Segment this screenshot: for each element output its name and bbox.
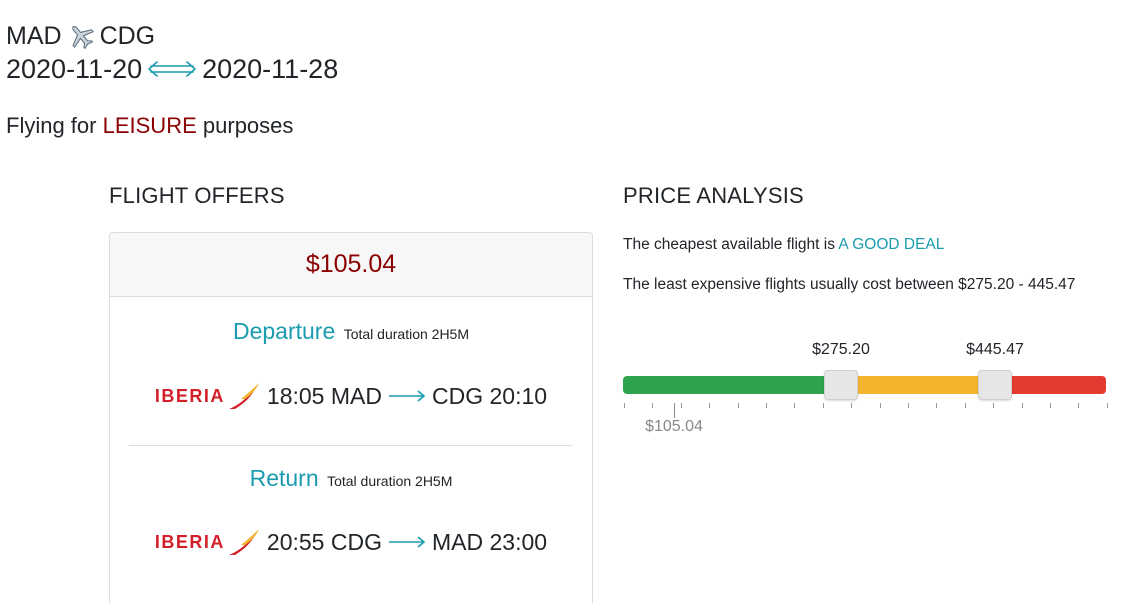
current-price-marker [674, 403, 675, 418]
slider-tick [1021, 403, 1023, 408]
double-arrow-icon [147, 57, 197, 81]
current-price-label: $105.04 [645, 418, 703, 435]
destination-code: CDG [99, 22, 156, 50]
route-heading: MAD CDG [6, 20, 155, 52]
departure-label: Departure [232, 318, 336, 344]
trip-purpose: Flying for LEISURE purposes [6, 112, 293, 140]
departure-heading: Departure Total duration 2H5M [110, 318, 592, 345]
departure-from: MAD [330, 382, 382, 409]
departure-duration: Total duration 2H5M [343, 326, 470, 342]
slider-tick [624, 403, 625, 408]
airline-name: IBERIA [154, 531, 225, 552]
slider-tick [851, 403, 853, 408]
slider-tick [1050, 403, 1051, 408]
purpose-suffix: purposes [202, 113, 294, 138]
departure-to: CDG [432, 382, 484, 409]
offer-price: $105.04 [305, 250, 397, 278]
verdict-value: A GOOD DEAL [838, 236, 945, 253]
verdict-prefix: The cheapest available flight is [623, 236, 835, 253]
slider-tick [879, 403, 881, 408]
long-arrow-icon [388, 535, 426, 549]
slider-tick [1078, 403, 1080, 408]
departure-flight-row: IBERIA 18:05 MAD CDG 20:10 [110, 381, 592, 411]
slider-ticks [623, 403, 1108, 423]
iberia-tail-icon [228, 529, 259, 555]
slider-tick [794, 403, 796, 408]
price-range-slider [623, 376, 1106, 394]
long-arrow-icon [388, 389, 426, 403]
return-date: 2020-11-28 [202, 54, 339, 84]
slider-tick [964, 403, 966, 408]
origin-code: MAD [6, 22, 62, 50]
high-price-handle[interactable] [978, 370, 1012, 400]
airline-name: IBERIA [154, 385, 225, 406]
return-from: CDG [330, 528, 382, 555]
offer-price-header: $105.04 [110, 233, 592, 297]
slider-tick [993, 403, 995, 408]
purpose-prefix: Flying for [6, 113, 97, 138]
price-range-text: The least expensive flights usually cost… [623, 276, 1076, 293]
return-departure-time: 20:55 [266, 528, 325, 555]
return-flight-info: 20:55 CDG MAD 23:00 [267, 529, 547, 556]
date-range: 2020-11-20 2020-11-28 [6, 53, 338, 85]
slider-tick [908, 403, 909, 408]
low-handle-label: $275.20 [812, 341, 870, 358]
slider-tick [766, 403, 767, 408]
slider-tick [737, 403, 739, 408]
slider-tick [1106, 403, 1108, 408]
return-label: Return [249, 465, 319, 491]
departure-arrival-time: 20:10 [489, 382, 548, 409]
cheapest-flight-verdict: The cheapest available flight is A GOOD … [623, 235, 944, 255]
return-arrival-time: 23:00 [489, 528, 548, 555]
leg-divider [129, 445, 572, 446]
typical-price-segment [841, 376, 995, 394]
flight-offer-card[interactable]: $105.04 Departure Total duration 2H5M IB… [109, 232, 593, 603]
high-handle-label: $445.47 [966, 341, 1024, 358]
return-heading: Return Total duration 2H5M [110, 465, 592, 492]
slider-tick [652, 403, 654, 408]
depart-date: 2020-11-20 [6, 54, 143, 84]
return-flight-row: IBERIA 20:55 CDG MAD 23:00 [110, 527, 592, 557]
high-price-segment [995, 376, 1106, 394]
airline-logo: IBERIA [155, 381, 261, 411]
purpose-value: LEISURE [102, 113, 197, 138]
flight-offers-title: FLIGHT OFFERS [109, 183, 285, 208]
departure-time: 18:05 [266, 382, 325, 409]
slider-tick [936, 403, 938, 408]
slider-tick [680, 403, 682, 408]
low-price-handle[interactable] [824, 370, 858, 400]
slider-tick [822, 403, 824, 408]
iberia-tail-icon [228, 383, 259, 409]
airplane-icon [66, 22, 96, 50]
departure-flight-info: 18:05 MAD CDG 20:10 [267, 383, 547, 410]
return-duration: Total duration 2H5M [327, 473, 453, 489]
price-analysis-title: PRICE ANALYSIS [623, 183, 804, 208]
return-to: MAD [432, 528, 484, 555]
slider-tick [709, 403, 711, 408]
good-price-segment [623, 376, 841, 394]
airline-logo: IBERIA [155, 527, 261, 557]
